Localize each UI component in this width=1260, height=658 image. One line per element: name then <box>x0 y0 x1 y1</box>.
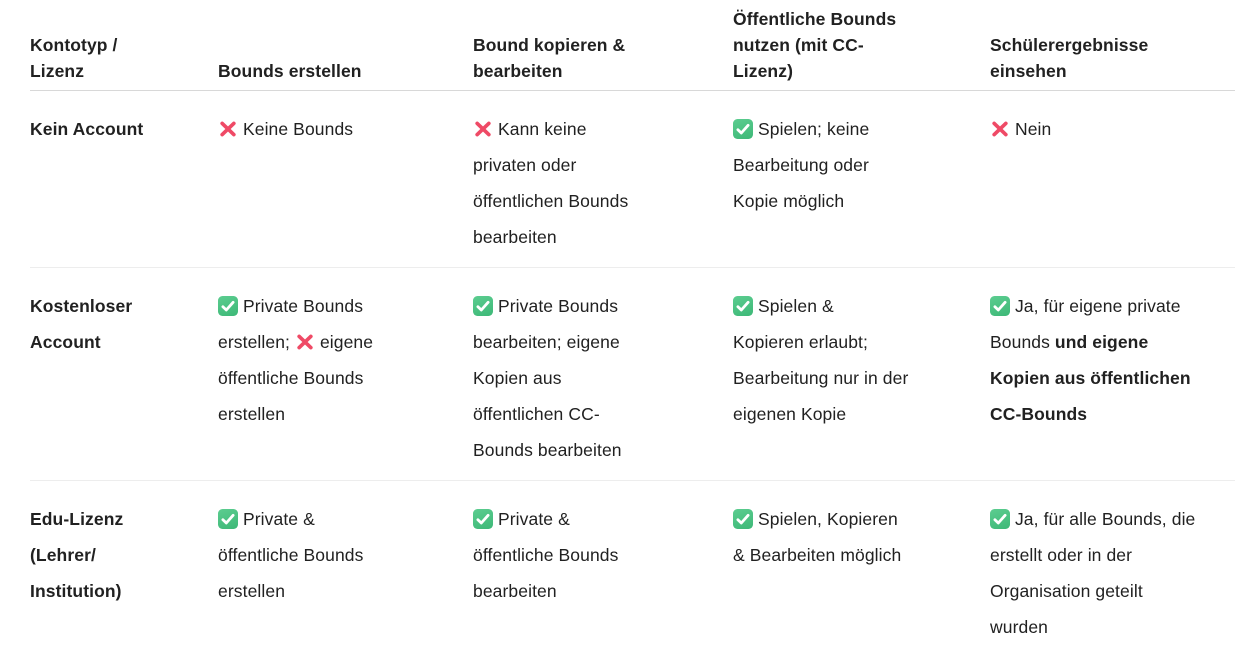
table-cell: Private & öffentliche Bounds erstellen <box>218 508 364 601</box>
check-icon <box>733 295 753 316</box>
table-row: Kein Account Keine Bounds Kann keine pri… <box>30 91 1235 268</box>
check-icon <box>733 508 753 529</box>
table-cell: Spielen; keine Bearbeitung oder Kopie mö… <box>733 118 870 211</box>
table-cell: Private Bounds bearbeiten; eigene Kopien… <box>473 295 622 460</box>
table-cell: Kann keine privaten oder öffentlichen Bo… <box>473 119 629 247</box>
table-cell: Private Bounds erstellen; eigene öffentl… <box>218 295 374 424</box>
cross-icon <box>295 332 315 352</box>
table-cell: Spielen & Kopieren erlaubt; Bearbeitung … <box>733 295 909 424</box>
check-icon <box>990 295 1010 316</box>
check-icon <box>218 508 238 529</box>
header-bound-kopieren-bearbeiten: Bound kopieren & bearbeiten <box>473 35 626 81</box>
check-icon <box>218 295 238 316</box>
header-schuelerergebnisse-einsehen: Schülerergebnisse einsehen <box>990 35 1149 81</box>
cross-icon <box>218 119 238 139</box>
check-icon <box>733 118 753 139</box>
check-icon <box>473 508 493 529</box>
row-label: Edu-Lizenz (Lehrer/ Institution) <box>30 509 124 601</box>
cross-icon <box>473 119 493 139</box>
bold-text: und eigene Kopien aus öffentlichen CC-Bo… <box>990 332 1191 424</box>
header-kontotyp-lizenz: Kontotyp / Lizenz <box>30 35 118 81</box>
table-cell: Nein <box>990 111 1235 255</box>
header-oeffentliche-bounds-nutzen: Öffentliche Bounds nutzen (mit CC- Lizen… <box>733 9 897 81</box>
row-label: Kein Account <box>30 119 144 139</box>
check-icon <box>990 508 1010 529</box>
table-row: Edu-Lizenz (Lehrer/ Institution) Private… <box>30 481 1235 657</box>
table-cell: Spielen, Kopieren & Bearbeiten möglich <box>733 508 902 565</box>
table-cell: Ja, für eigene private Bounds und eigene… <box>990 295 1191 424</box>
table-body: Kein Account Keine Bounds Kann keine pri… <box>30 91 1235 657</box>
row-label: Kostenloser Account <box>30 296 133 352</box>
header-bounds-erstellen: Bounds erstellen <box>218 61 362 81</box>
check-icon <box>473 295 493 316</box>
permissions-table: Kontotyp / Lizenz Bounds erstellen Bound… <box>30 0 1235 657</box>
table-header-row: Kontotyp / Lizenz Bounds erstellen Bound… <box>30 6 1235 91</box>
cross-icon <box>990 119 1010 139</box>
table-row: Kostenloser Account Private Bounds erste… <box>30 268 1235 481</box>
table-cell: Ja, für alle Bounds, die erstellt oder i… <box>990 508 1196 637</box>
table-cell: Keine Bounds <box>218 111 473 255</box>
table-cell: Private & öffentliche Bounds bearbeiten <box>473 508 619 601</box>
